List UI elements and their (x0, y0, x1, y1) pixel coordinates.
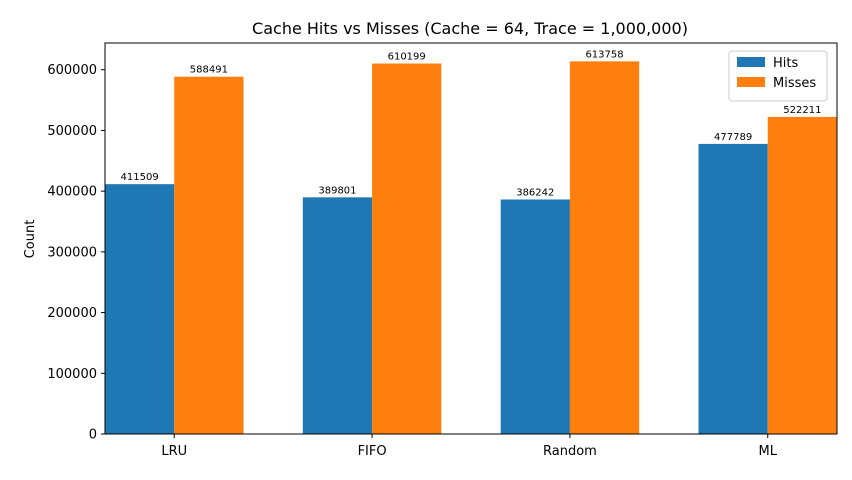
legend-label-hits: Hits (773, 56, 798, 71)
y-tick-label: 400000 (47, 185, 97, 200)
plot-area-frame (104, 42, 838, 435)
bar-misses-lru (174, 76, 244, 434)
legend-swatch-hits (737, 57, 765, 67)
y-axis-ticks: 0 100000 200000 300000 400000 500000 600000 (47, 63, 105, 443)
x-tick-label: Random (543, 444, 597, 459)
y-tick-label: 500000 (47, 124, 97, 139)
y-tick-label: 600000 (47, 63, 97, 78)
bar-misses-fifo (372, 63, 442, 435)
bar-value-labels: 411509 389801 386242 477789 588491 610199 6137… (121, 49, 822, 198)
bar-hits-ml (698, 143, 768, 434)
bar-hits-random (500, 199, 570, 434)
bars-group (105, 61, 837, 435)
legend-swatch-misses (737, 77, 765, 87)
legend: Hits Misses (728, 50, 828, 102)
y-tick-label: 0 (89, 428, 97, 443)
bar-hits-lru (105, 184, 175, 434)
bar-value-label: 610199 (388, 52, 426, 63)
y-tick-label: 300000 (47, 245, 97, 260)
y-axis-label: Count (23, 220, 38, 259)
chart-title: Cache Hits vs Misses (Cache = 64, Trace … (252, 19, 688, 38)
y-tick-label: 200000 (47, 306, 97, 321)
bar-misses-random (569, 61, 640, 435)
x-tick-label: LRU (161, 444, 187, 459)
bar-value-label: 522211 (783, 105, 821, 116)
bar-value-label: 613758 (585, 49, 623, 60)
bar-value-label: 411509 (121, 172, 159, 183)
x-axis-ticks: LRU FIFO Random ML (161, 434, 778, 459)
y-tick-label: 100000 (47, 367, 97, 382)
bar-value-label: 389801 (318, 185, 356, 196)
bar-value-label: 588491 (190, 65, 228, 76)
bar-value-label: 386242 (516, 187, 554, 198)
x-tick-label: ML (759, 444, 778, 459)
bar-misses-ml (767, 116, 837, 434)
bar-value-label: 477789 (714, 132, 752, 143)
legend-label-misses: Misses (773, 76, 816, 91)
bar-hits-fifo (302, 197, 373, 434)
x-tick-label: FIFO (358, 444, 387, 459)
